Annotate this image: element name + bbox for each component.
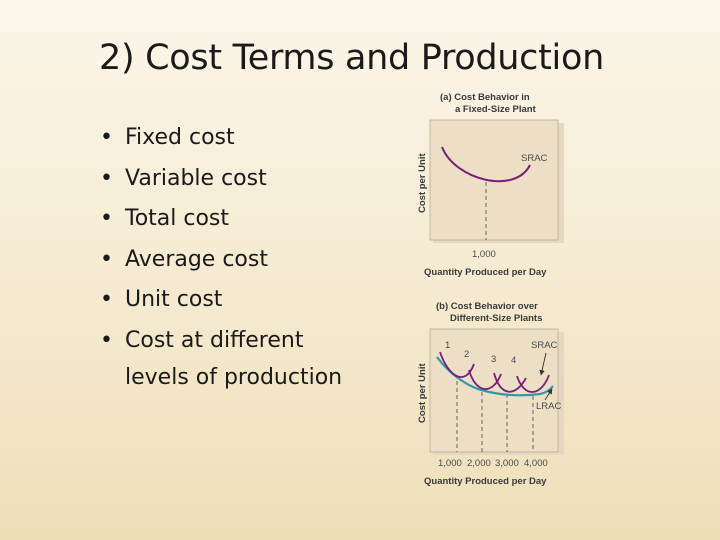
diagram-a-x-label: Quantity Produced per Day: [424, 267, 547, 278]
diagram-b-tick-4000: 4,000: [524, 458, 548, 469]
diagram-b-y-label: Cost per Unit: [417, 363, 428, 423]
diagram-b-plant-number-4: 4: [511, 355, 516, 366]
bullet-different-levels-line2: levels of production: [125, 365, 343, 390]
bullet-different-levels: Cost at different levels of production: [100, 321, 370, 396]
diagram-a-tick-label: 1,000: [472, 249, 496, 260]
diagram-b-srac-curve-1: [439, 351, 475, 378]
slide-title: 2) Cost Terms and Production: [99, 38, 604, 78]
bullet-total-cost: Total cost: [100, 199, 370, 240]
diagram-b-plant-number-3: 3: [491, 354, 496, 365]
diagram-b-tick-2000: 2,000: [467, 458, 491, 469]
diagram-a-plot-area: [429, 119, 559, 241]
diagram-a-srac-label: SRAC: [521, 153, 548, 164]
diagram-b-plant-number-1: 1: [445, 340, 450, 351]
diagram-b-srac-curve-3: [493, 372, 527, 393]
diagram-b-heading-line1: (b) Cost Behavior over: [436, 301, 538, 312]
diagram-b-srac-pointer: [539, 352, 547, 376]
bullet-variable-cost: Variable cost: [100, 159, 370, 200]
diagram-b-srac-curve-2: [468, 369, 502, 390]
bullet-average-cost: Average cost: [100, 240, 370, 281]
diagram-b-srac-label: SRAC: [531, 340, 558, 351]
bullet-unit-cost: Unit cost: [100, 280, 370, 321]
diagram-a: (a) Cost Behavior in a Fixed-Size Plant …: [417, 92, 564, 278]
diagram-a-heading-line1: (a) Cost Behavior in: [440, 92, 530, 103]
diagram-b-heading-line2: Different-Size Plants: [450, 313, 542, 324]
diagram-b-lrac-pointer: [544, 388, 553, 401]
diagram-b-tick-1000: 1,000: [438, 458, 462, 469]
diagram-a-heading-line2: a Fixed-Size Plant: [455, 104, 537, 115]
diagram-b-plant-number-2: 2: [464, 349, 469, 360]
diagram-b-tick-3000: 3,000: [495, 458, 519, 469]
diagram-a-srac-curve: [441, 146, 531, 183]
bullet-fixed-cost: Fixed cost: [100, 118, 370, 159]
diagram-b-srac-curve-4: [516, 374, 550, 393]
bullet-list: Fixed cost Variable cost Total cost Aver…: [100, 118, 370, 395]
diagram-b-x-label: Quantity Produced per Day: [424, 476, 547, 487]
diagram-a-y-label: Cost per Unit: [417, 153, 428, 213]
diagram-b: (b) Cost Behavior over Different-Size Pl…: [417, 301, 564, 487]
bullet-different-levels-line1: Cost at different: [125, 327, 304, 353]
diagram-b-lrac-label: LRAC: [536, 401, 561, 412]
